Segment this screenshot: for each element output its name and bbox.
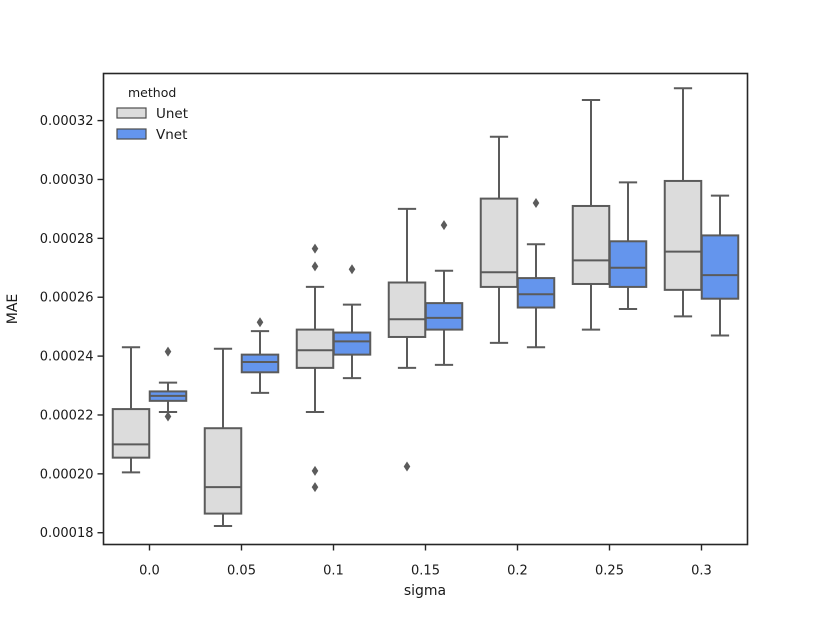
- box-iqr: [387, 281, 427, 338]
- y-tick-label: 0.00030: [40, 173, 94, 188]
- x-axis-ticks: 0.0 0.05 0.1 0.15 0.2 0.25 0.3: [139, 544, 712, 579]
- outlier-point: [311, 243, 319, 254]
- x-axis-label: sigma: [404, 583, 446, 599]
- outlier-point: [532, 198, 540, 209]
- box-iqr: [295, 328, 335, 369]
- box-iqr: [571, 204, 611, 285]
- outlier-point: [403, 461, 411, 472]
- x-tick-label: 0.3: [691, 564, 712, 579]
- box-unet-0.2: [479, 135, 519, 344]
- outlier-point: [256, 317, 264, 328]
- box-iqr: [240, 353, 280, 374]
- box-unet-0.3: [663, 87, 703, 318]
- x-tick-label: 0.05: [227, 564, 256, 579]
- x-tick-label: 0.15: [411, 564, 440, 579]
- box-unet-0.1: [295, 243, 335, 493]
- plot-frame: [102, 72, 749, 546]
- box-iqr: [608, 240, 648, 288]
- x-tick-label: 0.1: [323, 564, 344, 579]
- box-unet-0.05: [203, 347, 243, 527]
- legend-swatch-vnet: [116, 128, 147, 140]
- box-iqr: [700, 234, 740, 300]
- box-unet-0.15: [387, 207, 427, 472]
- outlier-point: [164, 346, 172, 357]
- box-groups: [111, 87, 740, 527]
- box-vnet-0.25: [608, 181, 648, 310]
- y-tick-label: 0.00024: [40, 350, 94, 365]
- y-tick-label: 0.00028: [40, 232, 94, 247]
- legend-title: method: [128, 85, 176, 100]
- box-vnet-0.0: [148, 346, 188, 422]
- box-unet-0.0: [111, 346, 151, 474]
- legend-label-vnet: Vnet: [156, 127, 187, 143]
- outlier-point: [311, 261, 319, 272]
- box-unet-0.25: [571, 98, 611, 331]
- box-iqr: [203, 427, 243, 515]
- x-tick-label: 0.2: [507, 564, 528, 579]
- box-vnet-0.1: [332, 264, 372, 380]
- box-iqr: [332, 331, 372, 356]
- legend-label-unet: Unet: [156, 106, 188, 122]
- y-tick-label: 0.00022: [40, 408, 94, 423]
- box-iqr: [424, 302, 464, 331]
- box-vnet-0.2: [516, 198, 556, 349]
- legend: method Unet Vnet: [116, 85, 188, 143]
- box-iqr: [516, 277, 556, 309]
- outlier-point: [164, 411, 172, 422]
- box-iqr: [479, 197, 519, 288]
- outlier-point: [348, 264, 356, 275]
- box-iqr: [111, 408, 151, 459]
- y-tick-label: 0.00026: [40, 291, 94, 306]
- x-tick-label: 0.25: [595, 564, 624, 579]
- outlier-point: [440, 220, 448, 231]
- box-vnet-0.05: [240, 317, 280, 394]
- box-vnet-0.15: [424, 220, 464, 366]
- legend-swatch-unet: [116, 107, 147, 119]
- outlier-point: [311, 482, 319, 493]
- y-tick-label: 0.00018: [40, 526, 94, 541]
- box-vnet-0.3: [700, 194, 740, 337]
- box-iqr: [663, 179, 703, 291]
- outlier-point: [311, 465, 319, 476]
- x-tick-label: 0.0: [139, 564, 160, 579]
- y-tick-label: 0.00032: [40, 114, 94, 129]
- y-tick-label: 0.00020: [40, 467, 94, 482]
- y-axis-ticks: 0.00018 0.00020 0.00022 0.00024 0.00026 0.000…: [40, 114, 104, 541]
- y-axis-label: MAE: [5, 294, 21, 325]
